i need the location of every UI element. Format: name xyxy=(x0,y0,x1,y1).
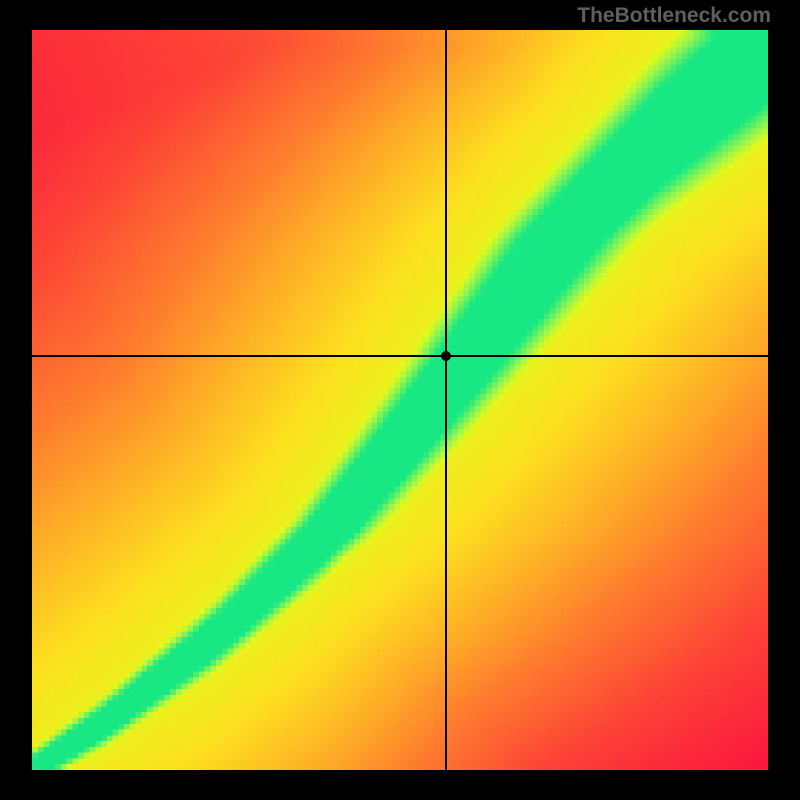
crosshair-horizontal xyxy=(32,355,768,357)
watermark-text: TheBottleneck.com xyxy=(577,4,771,28)
crosshair-marker xyxy=(441,351,451,361)
crosshair-vertical xyxy=(445,30,447,770)
bottleneck-heatmap xyxy=(32,30,768,770)
chart-container: TheBottleneck.com xyxy=(0,0,800,800)
